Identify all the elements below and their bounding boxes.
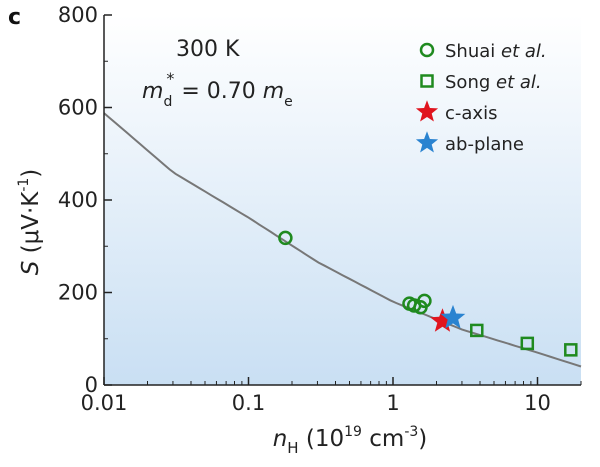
x-tick-label: 1 <box>386 391 399 415</box>
legend-marker-square <box>420 74 434 88</box>
legend-label-main: Shuai <box>445 41 501 62</box>
legend-marker-star <box>415 131 439 153</box>
y-tick-label: 200 <box>58 281 98 305</box>
mass-symbol: m <box>142 79 163 104</box>
point-circle-0-4 <box>417 293 432 309</box>
legend-label: ab-plane <box>445 134 524 155</box>
legend-label: c-axis <box>445 103 497 124</box>
legend-marker-star <box>415 100 439 122</box>
x-axis-label-exp2: -3 <box>404 424 418 440</box>
legend-label: Shuai et al. <box>445 41 547 62</box>
y-axis-label-symbol: S <box>18 261 44 276</box>
legend-label-italic: et al. <box>496 72 542 93</box>
point-star-2-0 <box>430 308 455 332</box>
y-axis-label: S (μV·K-1) <box>16 169 44 276</box>
legend-label-italic: et al. <box>501 41 547 62</box>
x-axis-label: nH (1019 cm-3) <box>273 424 428 457</box>
point-square-1-0 <box>470 323 484 338</box>
model-curve-layer <box>103 112 582 368</box>
y-tick-label: 400 <box>58 188 98 212</box>
y-axis-label-unit: (μV·K <box>18 191 44 261</box>
x-tick-label: 10 <box>524 391 551 415</box>
axes-layer: 0 200 400 600 800 0.01 0.1 1 10 <box>58 3 582 415</box>
legend-marker-circle <box>419 42 435 58</box>
x-tick-label: 0.01 <box>81 391 128 415</box>
legend-label-main: Song <box>445 72 496 93</box>
y-axis-label-exp: -1 <box>16 178 32 192</box>
legend-label-main: c-axis <box>445 103 497 124</box>
mass-sub: d <box>163 94 172 110</box>
mass-electron-symbol: m <box>263 79 284 104</box>
x-axis-label-unit: (10 <box>299 426 345 452</box>
mass-sup: * <box>166 69 174 88</box>
mass-equals: = 0.70 <box>174 79 262 104</box>
model-curve-line <box>103 112 582 368</box>
x-axis-label-symbol: n <box>273 426 288 452</box>
mass-electron-sub: e <box>284 94 293 110</box>
temperature-annotation: 300 K <box>176 37 240 62</box>
y-axis-label-close: ) <box>18 169 44 178</box>
panel-label: c <box>8 5 21 30</box>
y-tick-label: 0 <box>85 373 98 397</box>
x-axis-label-exp: 19 <box>344 424 362 440</box>
plot-background <box>104 15 581 385</box>
x-axis-label-close: ) <box>418 426 427 452</box>
x-axis-label-cm: cm <box>362 426 404 452</box>
point-star-3-0 <box>440 304 466 329</box>
point-circle-0-0 <box>278 230 293 246</box>
watermark-text: 知乎 @Lucifer <box>432 433 540 452</box>
legend-label-main: ab-plane <box>445 134 524 155</box>
y-tick-label: 600 <box>58 96 98 120</box>
y-tick-label: 800 <box>58 3 98 27</box>
mass-annotation: md* = 0.70 me <box>142 69 293 110</box>
data-points-layer <box>278 230 578 357</box>
x-tick-label: 0.1 <box>232 391 265 415</box>
point-square-1-2 <box>564 343 578 357</box>
x-axis-label-sub: H <box>287 439 298 457</box>
point-square-1-1 <box>520 336 535 351</box>
legend-label: Song et al. <box>445 72 542 93</box>
